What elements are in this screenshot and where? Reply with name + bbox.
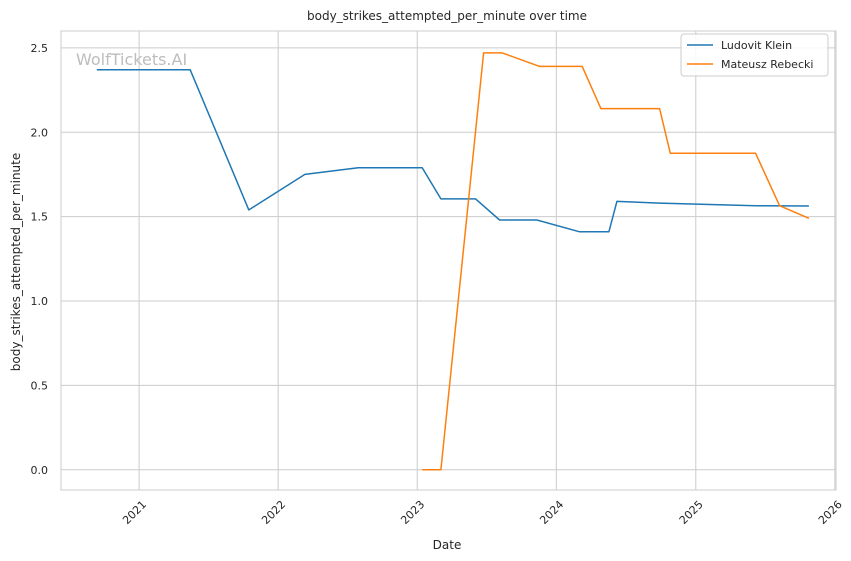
- series-line-ludovit-klein: [96, 69, 809, 233]
- y-tick-label: 1.5: [31, 211, 49, 224]
- y-tick-label: 2.5: [31, 42, 49, 55]
- y-tick-label: 0.0: [31, 464, 49, 477]
- x-tick-label: 2021: [120, 498, 149, 527]
- y-tick-labels: 0.0 0.5 1.0 1.5 2.0 2.5: [31, 42, 49, 477]
- legend-label-ludovit-klein: Ludovit Klein: [721, 39, 792, 52]
- x-axis-label: Date: [433, 538, 462, 552]
- x-tick-label: 2026: [816, 498, 845, 527]
- y-gridlines: [61, 47, 836, 471]
- x-tick-label: 2023: [398, 498, 427, 527]
- watermark: WolfTickets.AI: [76, 50, 187, 69]
- legend-label-mateusz-rebecki: Mateusz Rebecki: [721, 58, 813, 71]
- plot-frame: [60, 30, 837, 491]
- y-tick-label: 0.5: [31, 379, 49, 392]
- legend-box: [680, 33, 829, 77]
- y-tick-label: 1.0: [31, 295, 49, 308]
- x-tick-labels: 2021 2022 2023 2024 2025 2026: [120, 498, 845, 527]
- x-tick-label: 2022: [259, 498, 288, 527]
- series-line-mateusz-rebecki: [422, 52, 810, 471]
- x-gridlines: [138, 31, 836, 490]
- legend: Ludovit Klein Mateusz Rebecki: [680, 33, 829, 77]
- y-axis-label: body_strikes_attempted_per_minute: [9, 153, 23, 371]
- series-layer: [96, 52, 810, 471]
- chart-title: body_strikes_attempted_per_minute over t…: [307, 9, 587, 23]
- x-tick-label: 2024: [537, 498, 566, 527]
- y-tick-label: 2.0: [31, 126, 49, 139]
- x-tick-label: 2025: [677, 498, 706, 527]
